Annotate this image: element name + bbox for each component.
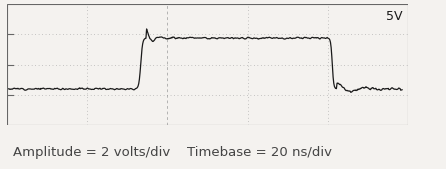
Text: Amplitude = 2 volts/div: Amplitude = 2 volts/div <box>13 146 171 159</box>
Text: Timebase = 20 ns/div: Timebase = 20 ns/div <box>187 146 332 159</box>
Text: 5V: 5V <box>386 10 402 23</box>
